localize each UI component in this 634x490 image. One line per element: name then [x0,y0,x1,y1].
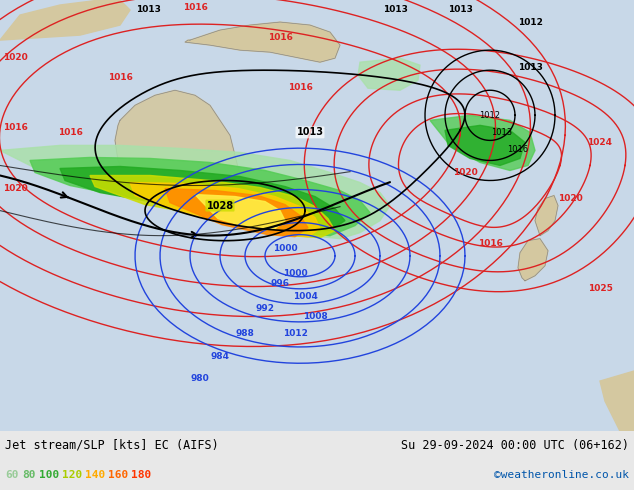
Text: 1013: 1013 [491,128,512,137]
Text: 1013: 1013 [297,127,323,137]
Text: Jet stream/SLP [kts] EC (AIFS): Jet stream/SLP [kts] EC (AIFS) [5,439,219,452]
Text: 1013: 1013 [448,5,472,14]
Text: 1020: 1020 [558,194,583,202]
Text: 1020: 1020 [3,184,27,193]
Text: 1013: 1013 [382,5,408,14]
Text: 120: 120 [62,470,82,480]
Text: ©weatheronline.co.uk: ©weatheronline.co.uk [494,470,629,480]
Polygon shape [130,182,320,237]
Text: 1013: 1013 [3,0,27,2]
Text: 1028: 1028 [207,200,233,211]
Text: 1016: 1016 [507,146,529,154]
Text: 984: 984 [210,352,230,361]
Polygon shape [445,125,525,166]
Polygon shape [90,175,335,238]
Text: 1012: 1012 [283,329,307,338]
Polygon shape [30,157,370,236]
Text: 100: 100 [39,470,59,480]
Text: 1013: 1013 [517,63,543,72]
Text: 1016: 1016 [108,73,133,82]
Text: 1016: 1016 [183,3,207,12]
Text: 1020: 1020 [453,169,477,177]
Text: 1012: 1012 [517,18,543,27]
Polygon shape [185,22,340,62]
Text: 1016: 1016 [268,33,292,42]
Polygon shape [195,195,285,229]
Text: 1004: 1004 [292,292,318,301]
Text: 980: 980 [191,374,209,383]
Polygon shape [358,58,420,90]
Polygon shape [60,167,345,231]
Text: 1000: 1000 [283,269,307,278]
Text: 140: 140 [85,470,105,480]
Polygon shape [115,90,240,216]
Text: 160: 160 [108,470,128,480]
Text: 1016: 1016 [288,83,313,92]
Text: 1016: 1016 [477,239,502,247]
Text: 1016: 1016 [3,123,27,132]
Text: 60: 60 [5,470,18,480]
Polygon shape [518,239,548,281]
Text: 180: 180 [131,470,152,480]
Text: 1012: 1012 [479,111,500,121]
Text: 1020: 1020 [3,53,27,62]
Text: 1025: 1025 [588,284,612,293]
Text: 996: 996 [271,279,290,288]
Text: 1016: 1016 [58,128,82,137]
Text: Su 29-09-2024 00:00 UTC (06+162): Su 29-09-2024 00:00 UTC (06+162) [401,439,629,452]
Polygon shape [430,115,535,171]
Text: 1024: 1024 [588,138,612,147]
Text: 992: 992 [256,304,275,313]
Text: 1008: 1008 [302,312,327,321]
Polygon shape [600,371,634,431]
Text: 1013: 1013 [136,5,160,14]
Polygon shape [0,0,130,40]
Text: 80: 80 [22,470,36,480]
Text: 988: 988 [236,329,254,338]
Polygon shape [0,146,390,239]
Polygon shape [535,196,558,236]
Text: 1000: 1000 [273,244,297,253]
Polygon shape [165,189,308,237]
